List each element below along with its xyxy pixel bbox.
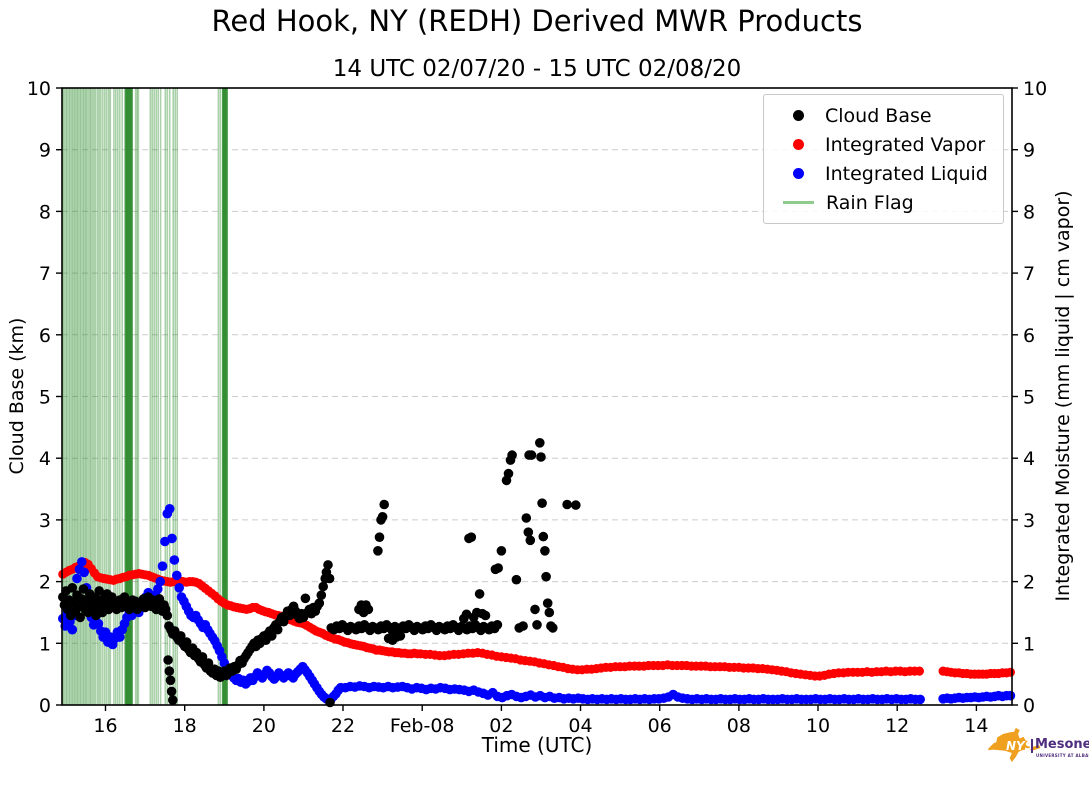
y-tick-label-right: 8	[1023, 201, 1035, 223]
cloud-base-marker-icon	[793, 110, 804, 121]
y-tick-label-left: 7	[39, 263, 51, 285]
legend-entry-cloud-base: Cloud Base	[764, 101, 1003, 130]
x-tick-label: 06	[648, 715, 672, 737]
y-tick-label-left: 3	[39, 510, 51, 532]
y-tick-label-left: 6	[39, 325, 51, 347]
x-tick-label: 12	[885, 715, 909, 737]
y-tick-label-left: 2	[39, 572, 51, 594]
ny-state-icon	[988, 727, 1041, 762]
y-tick-label-left: 8	[39, 201, 51, 223]
legend-label: Cloud Base	[825, 104, 932, 127]
y-tick-label-left: 1	[39, 633, 51, 655]
y-tick-label-right: 0	[1023, 695, 1035, 717]
x-tick-label: 04	[568, 715, 592, 737]
x-axis-label: Time (UTC)	[481, 733, 593, 757]
x-tick-label: 02	[489, 715, 513, 737]
legend-label: Integrated Liquid	[825, 162, 988, 185]
y-tick-label-right: 7	[1023, 263, 1035, 285]
y-tick-label-right: 2	[1023, 572, 1035, 594]
legend-entry-rain-flag: Rain Flag	[764, 188, 1003, 217]
y-tick-label-right: 3	[1023, 510, 1035, 532]
y-tick-label-left: 5	[39, 387, 51, 409]
legend: Cloud Base Integrated Vapor Integrated L…	[763, 94, 1004, 224]
chart-subtitle: 14 UTC 02/07/20 - 15 UTC 02/08/20	[332, 56, 742, 82]
x-tick-label: 22	[331, 715, 355, 737]
y-tick-label-right: 5	[1023, 387, 1035, 409]
y-axis-label-left: Cloud Base (km)	[6, 317, 28, 475]
logo-mesonet-text: Mesonet	[1035, 737, 1089, 752]
y-axis-label-right: Integrated Moisture (mm liquid | cm vapo…	[1052, 190, 1074, 602]
nys-mesonet-logo: NYS Mesonet UNIVERSITY AT ALBANY	[985, 726, 1089, 774]
logo-divider	[1031, 739, 1033, 753]
integrated-vapor-points	[58, 557, 1016, 681]
y-tick-label-left: 4	[39, 448, 51, 470]
chart-title: Red Hook, NY (REDH) Derived MWR Products	[211, 4, 863, 38]
integrated-vapor-marker-icon	[793, 139, 804, 150]
x-tick-label: 14	[964, 715, 988, 737]
cloud-base-points	[58, 438, 581, 708]
legend-entry-integrated-vapor: Integrated Vapor	[764, 130, 1003, 159]
y-tick-label-left: 0	[39, 695, 51, 717]
x-tick-label: 16	[93, 715, 117, 737]
integrated-liquid-marker-icon	[793, 168, 804, 179]
y-tick-label-left: 10	[27, 78, 51, 100]
y-tick-label-right: 10	[1023, 78, 1047, 100]
y-tick-label-right: 4	[1023, 448, 1035, 470]
logo-nys-text: NYS	[1006, 739, 1034, 753]
x-tick-label: 08	[727, 715, 751, 737]
logo-caption-text: UNIVERSITY AT ALBANY	[1036, 753, 1089, 758]
x-tick-label: Feb-08	[390, 715, 455, 737]
y-tick-label-right: 6	[1023, 325, 1035, 347]
x-tick-label: 18	[173, 715, 197, 737]
legend-entry-integrated-liquid: Integrated Liquid	[764, 159, 1003, 188]
legend-label: Integrated Vapor	[825, 133, 986, 156]
y-tick-label-left: 9	[39, 140, 51, 162]
x-tick-label: 10	[806, 715, 830, 737]
x-tick-label: 20	[252, 715, 276, 737]
y-tick-label-right: 1	[1023, 633, 1035, 655]
rain-flag-line-icon	[783, 201, 814, 204]
y-tick-label-right: 9	[1023, 140, 1035, 162]
legend-label: Rain Flag	[826, 191, 914, 214]
